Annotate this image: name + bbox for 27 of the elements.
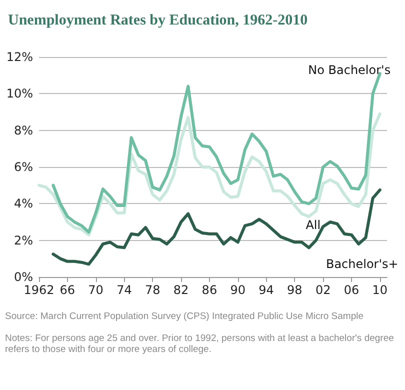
- x-tick-label: 78: [144, 283, 160, 297]
- x-tick-label: 1962: [24, 283, 54, 297]
- x-tick-label: 82: [173, 283, 189, 297]
- y-tick-label: 6%: [14, 160, 33, 174]
- y-tick-label: 0%: [14, 270, 33, 284]
- x-tick-label: 90: [230, 283, 246, 297]
- series-label: All: [306, 218, 321, 232]
- y-tick-label: 2%: [14, 233, 33, 248]
- x-tick-label: 74: [116, 283, 132, 297]
- text: Notes: For persons age 25 and over. Prior to 1992, persons with at least a bachelor's degree refers to those with four or more years of college.: [5, 333, 397, 355]
- series-label: No Bachelor's: [308, 62, 391, 77]
- line-series: [38, 112, 382, 236]
- x-tick-label: 02: [315, 283, 331, 297]
- source-note: Source: March Current Population Survey (CPS) Integrated Public Use Micro Sample: [5, 311, 364, 322]
- x-tick-label: 98: [287, 283, 302, 297]
- y-tick-label: 12%: [6, 50, 33, 64]
- y-tick-label: 10%: [6, 86, 33, 101]
- series-label: Bachelor's+: [326, 257, 398, 272]
- y-tick-label: 4%: [14, 196, 33, 211]
- x-tick-label: 66: [60, 283, 76, 297]
- x-tick-label: 70: [88, 283, 104, 297]
- x-tick-label: 94: [258, 283, 274, 297]
- x-tick-label: 86: [202, 283, 218, 297]
- x-tick-label: 06: [344, 283, 360, 297]
- y-tick-label: 8%: [14, 123, 33, 138]
- chart-title: Unemployment Rates by Education, 1962-2010: [8, 12, 308, 28]
- x-tick-label: 10: [372, 283, 388, 297]
